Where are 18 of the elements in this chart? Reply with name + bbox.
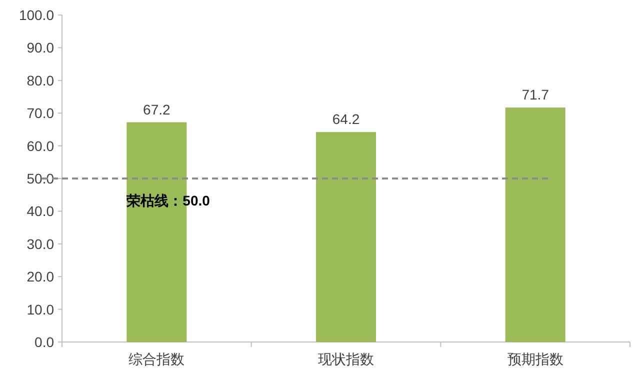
x-tick-label: 综合指数 xyxy=(128,351,185,367)
data-label: 67.2 xyxy=(143,101,171,118)
bar xyxy=(505,108,566,342)
data-label: 64.2 xyxy=(332,111,360,128)
y-tick-label: 90.0 xyxy=(26,40,54,56)
data-label: 71.7 xyxy=(522,86,550,103)
y-tick-label: 10.0 xyxy=(26,301,54,318)
y-tick-label: 40.0 xyxy=(26,203,54,220)
bar xyxy=(316,132,376,342)
y-tick-label: 20.0 xyxy=(26,268,54,285)
y-tick-label: 70.0 xyxy=(26,105,54,122)
y-tick-label: 0.0 xyxy=(34,334,54,350)
y-tick-label: 30.0 xyxy=(26,236,54,252)
y-tick-label: 100.0 xyxy=(18,7,54,23)
x-tick-label: 预期指数 xyxy=(507,351,564,367)
x-tick-label: 现状指数 xyxy=(318,351,374,367)
y-tick-label: 80.0 xyxy=(26,72,54,88)
y-tick-label: 60.0 xyxy=(26,138,54,154)
